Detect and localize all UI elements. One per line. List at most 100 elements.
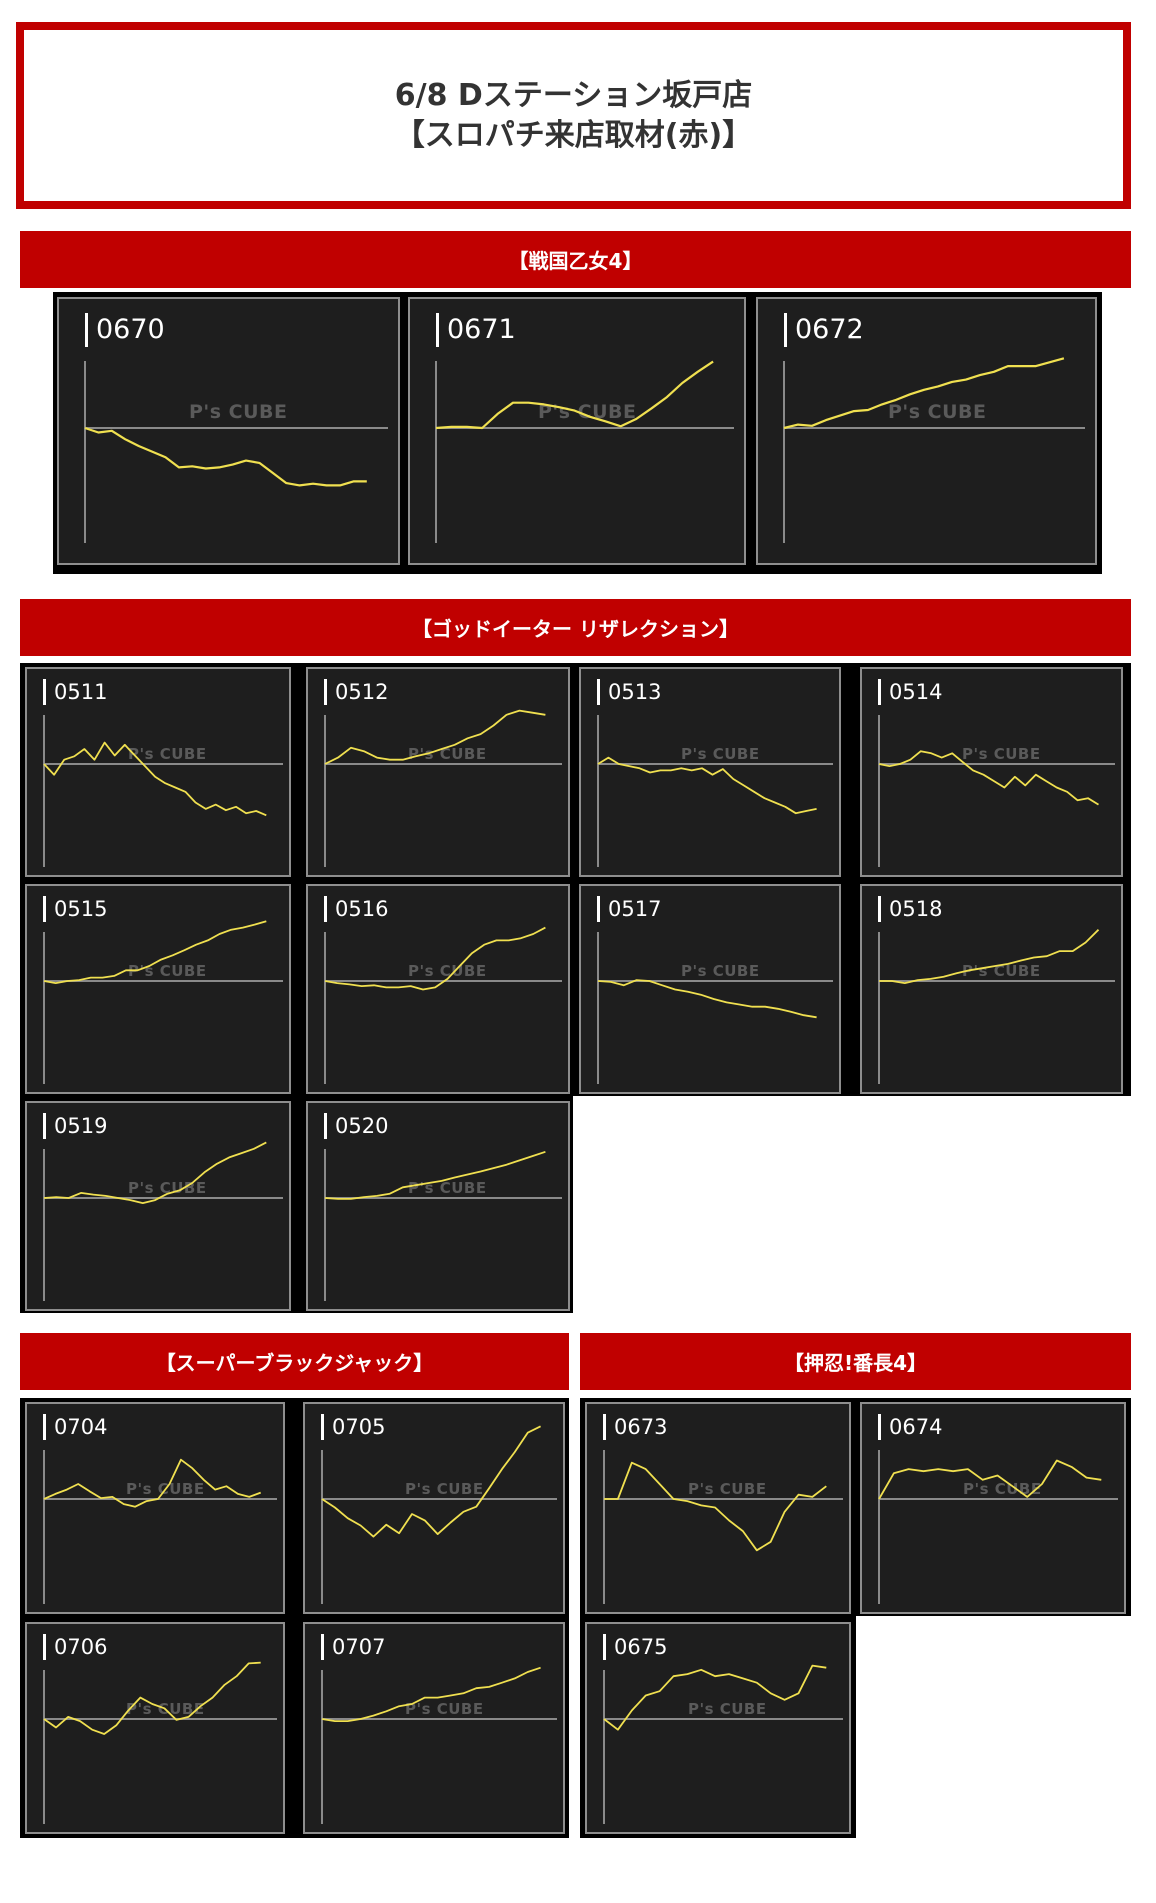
chart-label-0704: 0704 <box>43 1414 107 1440</box>
section-title-sengoku-otome: 【戦国乙女4】 <box>20 231 1131 288</box>
watermark-logo: P's CUBE <box>128 745 207 763</box>
series-line-0520 <box>324 1150 546 1200</box>
chart-label-0518: 0518 <box>878 896 942 922</box>
line-chart-0673 <box>603 1450 843 1604</box>
chart-label-0674: 0674 <box>878 1414 942 1440</box>
line-chart-0516 <box>324 926 562 1084</box>
line-chart-0704 <box>43 1450 277 1604</box>
chart-label-0671: 0671 <box>436 313 516 347</box>
line-chart-0518 <box>878 929 1115 1084</box>
watermark-logo: P's CUBE <box>538 401 637 423</box>
chart-card-0706: 0706 P's CUBE <box>25 1622 285 1834</box>
watermark-logo: P's CUBE <box>688 1700 767 1718</box>
series-line-0706 <box>43 1661 261 1735</box>
line-chart-0520 <box>324 1149 562 1301</box>
header-line-2: 【スロパチ来店取材(赤)】 <box>394 117 753 153</box>
watermark-logo: P's CUBE <box>189 401 288 423</box>
watermark-logo: P's CUBE <box>962 962 1041 980</box>
chart-label-0707: 0707 <box>321 1634 385 1660</box>
watermark-logo: P's CUBE <box>405 1700 484 1718</box>
chart-card-0675: 0675 P's CUBE <box>585 1622 851 1834</box>
line-chart-0517 <box>597 932 833 1084</box>
chart-card-0518: 0518 P's CUBE <box>860 884 1123 1094</box>
chart-card-0672: 0672 P's CUBE <box>756 297 1097 565</box>
series-line-0705 <box>321 1425 541 1538</box>
chart-label-0514: 0514 <box>878 679 942 705</box>
line-chart-0519 <box>43 1141 283 1301</box>
series-line-0675 <box>603 1664 827 1731</box>
chart-label-0516: 0516 <box>324 896 388 922</box>
chart-label-0675: 0675 <box>603 1634 667 1660</box>
chart-card-0516: 0516 P's CUBE <box>306 884 570 1094</box>
section-title-god-eater: 【ゴッドイーター リザレクション】 <box>20 599 1131 656</box>
series-line-0512 <box>324 709 546 765</box>
series-line-0518 <box>879 929 1100 984</box>
line-chart-0513 <box>597 715 833 867</box>
chart-label-0513: 0513 <box>597 679 661 705</box>
series-line-0671 <box>435 360 714 430</box>
line-chart-0706 <box>43 1661 277 1824</box>
line-chart-0511 <box>43 715 283 867</box>
series-line-0516 <box>324 926 546 991</box>
chart-card-0513: 0513 P's CUBE <box>579 667 841 877</box>
line-chart-0512 <box>324 709 562 867</box>
series-line-0513 <box>597 756 817 815</box>
series-line-0704 <box>43 1458 262 1508</box>
header-line-1: 6/8 Dステーション坂戸店 <box>394 77 753 113</box>
chart-card-0514: 0514 P's CUBE <box>860 667 1123 877</box>
series-line-0511 <box>43 741 267 817</box>
line-chart-0674 <box>878 1450 1118 1604</box>
chart-label-0512: 0512 <box>324 679 388 705</box>
series-line-0517 <box>597 979 817 1019</box>
line-chart-0514 <box>878 715 1115 867</box>
series-line-0514 <box>878 750 1099 806</box>
chart-label-0520: 0520 <box>324 1113 388 1139</box>
chart-label-0519: 0519 <box>43 1113 107 1139</box>
series-line-0519 <box>43 1141 267 1204</box>
chart-label-0672: 0672 <box>784 313 864 347</box>
line-chart-0705 <box>321 1425 557 1604</box>
line-chart-0670 <box>84 361 388 543</box>
chart-card-0511: 0511 P's CUBE <box>25 667 291 877</box>
chart-card-0707: 0707 P's CUBE <box>303 1622 565 1834</box>
watermark-logo: P's CUBE <box>688 1480 767 1498</box>
line-chart-0707 <box>321 1666 557 1824</box>
chart-card-0705: 0705 P's CUBE <box>303 1402 565 1614</box>
chart-card-0704: 0704 P's CUBE <box>25 1402 285 1614</box>
watermark-logo: P's CUBE <box>888 401 987 423</box>
series-line-0670 <box>84 426 367 487</box>
line-chart-0672 <box>783 357 1085 543</box>
chart-label-0670: 0670 <box>85 313 165 347</box>
watermark-logo: P's CUBE <box>405 1480 484 1498</box>
series-line-0707 <box>321 1666 541 1722</box>
section-title-banchou4: 【押忍!番長4】 <box>580 1333 1131 1390</box>
series-line-0672 <box>783 357 1065 430</box>
line-chart-0515 <box>43 920 283 1084</box>
chart-card-0520: 0520 P's CUBE <box>306 1101 570 1311</box>
chart-label-0511: 0511 <box>43 679 107 705</box>
chart-label-0706: 0706 <box>43 1634 107 1660</box>
watermark-logo: P's CUBE <box>681 962 760 980</box>
chart-card-0674: 0674 P's CUBE <box>860 1402 1126 1614</box>
series-line-0673 <box>604 1461 827 1552</box>
chart-card-0673: 0673 P's CUBE <box>585 1402 851 1614</box>
watermark-logo: P's CUBE <box>962 745 1041 763</box>
header-box: 6/8 Dステーション坂戸店 【スロパチ来店取材(赤)】 <box>16 22 1131 209</box>
chart-label-0705: 0705 <box>321 1414 385 1440</box>
chart-card-0671: 0671 P's CUBE <box>408 297 746 565</box>
line-chart-0671 <box>435 360 734 543</box>
watermark-logo: P's CUBE <box>128 1179 207 1197</box>
chart-label-0515: 0515 <box>43 896 107 922</box>
chart-label-0673: 0673 <box>603 1414 667 1440</box>
chart-card-0519: 0519 P's CUBE <box>25 1101 291 1311</box>
watermark-logo: P's CUBE <box>681 745 760 763</box>
watermark-logo: P's CUBE <box>408 745 487 763</box>
series-line-0515 <box>43 920 267 984</box>
chart-card-0670: 0670 P's CUBE <box>57 297 400 565</box>
section-title-super-blackjack: 【スーパーブラックジャック】 <box>20 1333 569 1390</box>
series-line-0674 <box>878 1459 1102 1500</box>
chart-card-0515: 0515 P's CUBE <box>25 884 291 1094</box>
chart-label-0517: 0517 <box>597 896 661 922</box>
line-chart-0675 <box>603 1664 843 1824</box>
chart-card-0512: 0512 P's CUBE <box>306 667 570 877</box>
